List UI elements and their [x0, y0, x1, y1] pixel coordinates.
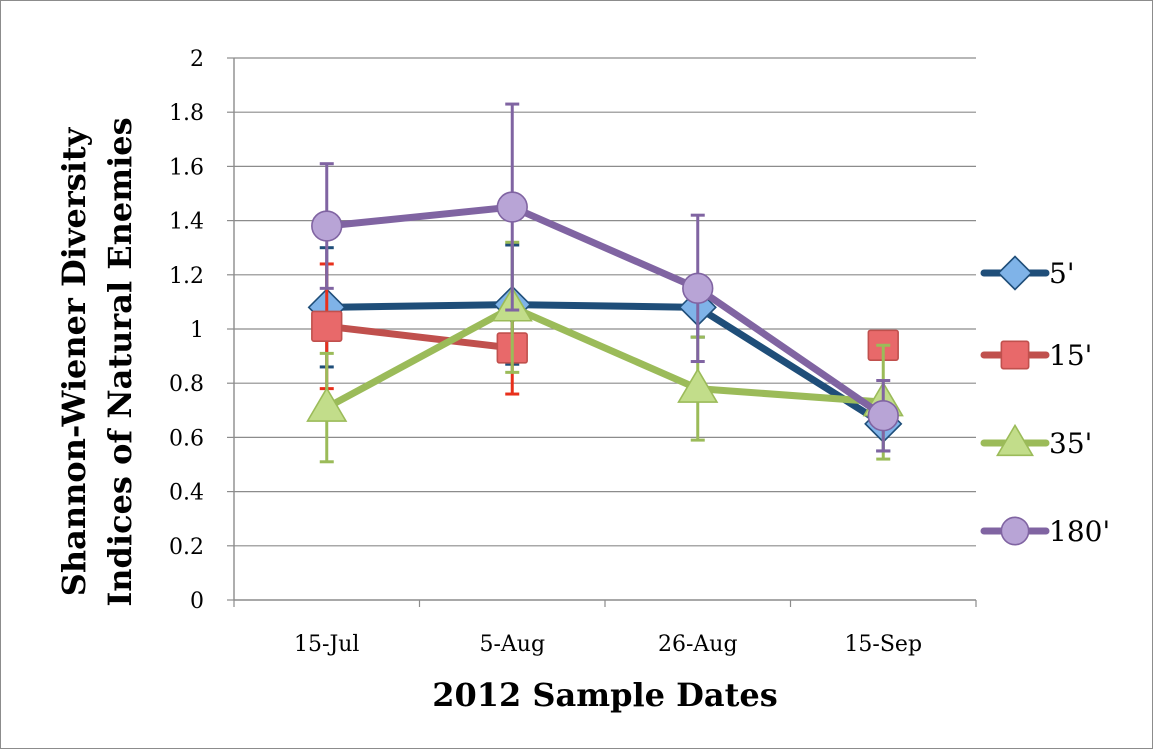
x-tick-label: 15-Jul — [294, 632, 359, 657]
x-tick-label: 26-Aug — [658, 632, 738, 657]
y-tick-label: 1.6 — [169, 155, 204, 180]
legend-label: 180' — [1049, 515, 1110, 548]
data-point — [682, 272, 714, 305]
data-point — [311, 210, 343, 242]
data-point — [677, 367, 719, 403]
series-line-segment — [323, 303, 516, 412]
series-3 — [311, 102, 899, 453]
series-line-segment — [323, 203, 516, 230]
y-tick-label: 1.8 — [169, 101, 204, 126]
y-axis-title-line1: Shannon-Wiener Diversity — [55, 126, 93, 596]
y-tick-label: 0.8 — [169, 372, 204, 397]
x-axis-title: 2012 Sample Dates — [432, 676, 778, 714]
legend-marker — [1000, 516, 1030, 546]
series-2 — [306, 240, 904, 464]
data-point — [306, 386, 348, 422]
series-line-segment — [508, 301, 702, 311]
series-line-segment — [508, 203, 702, 292]
y-tick-label: 1 — [190, 318, 204, 343]
series-line-segment — [694, 284, 887, 420]
series-line-segment — [323, 322, 516, 352]
legend-item-0: 5' — [980, 255, 1075, 291]
series-line-segment — [694, 385, 887, 406]
data-point — [496, 191, 528, 223]
series-group — [306, 102, 904, 464]
y-tick-label: 0.2 — [169, 535, 204, 560]
series-line-segment — [694, 303, 887, 428]
data-point — [867, 400, 899, 432]
legend-item-3: 180' — [980, 515, 1110, 548]
series-line-segment — [323, 301, 516, 311]
y-tick-label: 1.2 — [169, 264, 204, 289]
y-tick-label: 0 — [190, 589, 204, 614]
y-tick-label: 0.6 — [169, 426, 204, 451]
legend-item-2: 35' — [980, 423, 1092, 460]
legend: 5' 15' 35' 180' — [980, 255, 1110, 548]
series-line-segment — [508, 303, 702, 393]
x-tick-label: 5-Aug — [479, 632, 545, 657]
legend-label: 5' — [1049, 257, 1075, 290]
axes: 0 0.2 0.4 0.6 0.8 1 1.2 1.4 1.6 1.8 2 15-Jul 5-Aug 26… — [169, 47, 977, 657]
y-tick-label: 1.4 — [169, 210, 204, 235]
y-tick-label: 2 — [190, 47, 204, 72]
legend-label: 35' — [1049, 427, 1092, 460]
legend-marker — [996, 423, 1034, 457]
x-tick-label: 15-Sep — [844, 632, 922, 657]
legend-marker — [997, 255, 1033, 291]
data-point — [311, 310, 343, 342]
y-axis-title-line2: Indices of Natural Enemies — [101, 117, 139, 606]
legend-marker — [1000, 340, 1030, 370]
legend-item-1: 15' — [980, 339, 1092, 372]
legend-label: 15' — [1049, 339, 1092, 372]
gridlines — [234, 57, 976, 547]
y-tick-label: 0.4 — [169, 481, 204, 506]
